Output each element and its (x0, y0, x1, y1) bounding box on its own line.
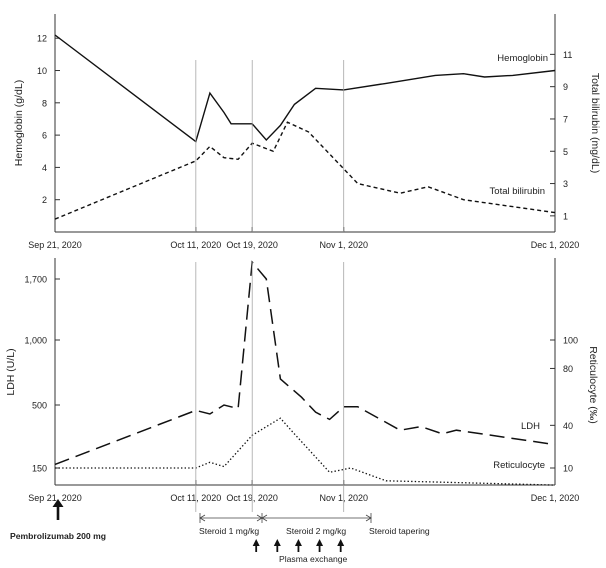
top-right-tick-label: 9 (563, 82, 568, 92)
plasma-exchange-arrow (316, 539, 324, 552)
bottom-x-tick-label: Dec 1, 2020 (531, 493, 580, 503)
bilirubin-series-label: Total bilirubin (490, 186, 545, 197)
bottom-left-tick-label: 150 (32, 464, 47, 474)
bilirubin-line (54, 121, 556, 220)
bottom-left-tick-label: 1,700 (24, 275, 47, 285)
top-left-tick-label: 12 (37, 34, 47, 44)
top-right-axis-label: Total bilirubin (mg/dL) (589, 73, 601, 173)
top-left-tick-label: 2 (42, 195, 47, 205)
bottom-right-tick-label: 100 (563, 336, 578, 346)
top-x-tick-label: Nov 1, 2020 (319, 240, 368, 250)
bottom-right-tick-label: 80 (563, 364, 573, 374)
bottom-left-tick-label: 1,000 (24, 336, 47, 346)
pembrolizumab-arrow (52, 499, 64, 520)
ldh-series-label: LDH (521, 421, 540, 432)
treatment-annotations: Pembrolizumab 200 mg Steroid 1 mg/kg Ste… (10, 499, 430, 564)
top-x-tick-label: Sep 21, 2020 (28, 240, 82, 250)
top-x-tick-label: Oct 11, 2020 (170, 240, 221, 250)
top-panel: 2 4 6 8 10 12 1 3 5 7 9 11 Sep 21, 2020 Oct 11, 2020… (13, 14, 601, 250)
plasma-exchange-arrow (337, 539, 345, 552)
plasma-exchange-arrow (273, 539, 281, 552)
top-left-tick-label: 6 (42, 131, 47, 141)
top-x-tick-label: Dec 1, 2020 (531, 240, 580, 250)
reticulocyte-line (55, 417, 556, 486)
plasma-exchange-arrow (294, 539, 302, 552)
steroid-bracket-2 (261, 513, 372, 523)
top-right-tick-label: 7 (563, 114, 568, 124)
bottom-x-tick-label: Sep 21, 2020 (28, 493, 82, 503)
top-left-tick-label: 4 (42, 163, 47, 173)
bottom-left-tick-label: 500 (32, 401, 47, 411)
top-right-tick-label: 1 (563, 211, 568, 221)
bottom-right-axis-label: Reticulocyte (‰) (587, 346, 599, 424)
top-x-tick-label: Oct 19, 2020 (226, 240, 278, 250)
steroid-1-label: Steroid 1 mg/kg (199, 526, 259, 536)
top-left-axis-label: Hemoglobin (g/dL) (13, 80, 25, 166)
hemoglobin-series-label: Hemoglobin (497, 53, 548, 64)
top-right-tick-label: 11 (563, 50, 572, 60)
top-left-tick-label: 10 (37, 66, 47, 76)
reticulocyte-series-label: Reticulocyte (493, 460, 545, 471)
top-right-tick-label: 3 (563, 179, 568, 189)
bottom-left-axis-label: LDH (U/L) (5, 348, 17, 395)
bottom-right-tick-label: 10 (563, 464, 573, 474)
plasma-exchange-label: Plasma exchange (279, 554, 348, 564)
steroid-tapering-label: Steroid tapering (369, 526, 430, 536)
hemoglobin-line (54, 34, 556, 143)
ldh-line (54, 260, 556, 466)
steroid-bracket-1 (199, 513, 263, 523)
pembrolizumab-label: Pembrolizumab 200 mg (10, 531, 106, 541)
top-left-tick-label: 8 (42, 98, 47, 108)
bottom-right-tick-label: 40 (563, 421, 573, 431)
plasma-exchange-arrow (252, 539, 260, 552)
top-right-tick-label: 5 (563, 147, 568, 157)
steroid-2-label: Steroid 2 mg/kg (286, 526, 346, 536)
